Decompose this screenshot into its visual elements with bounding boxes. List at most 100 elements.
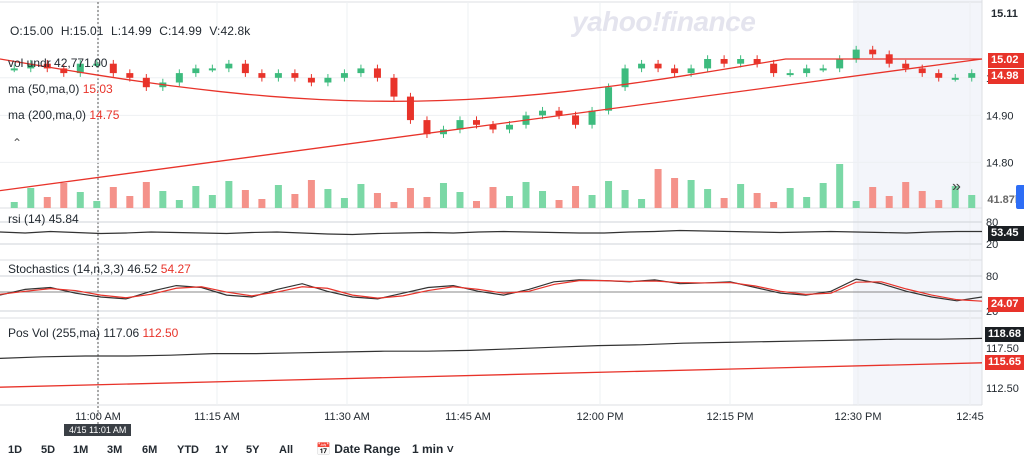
range-5y-button[interactable]: 5Y xyxy=(246,444,260,456)
candle-body xyxy=(605,87,613,111)
candle-body xyxy=(770,63,778,74)
range-1y-button[interactable]: 1Y xyxy=(215,444,229,456)
stoch-d-line xyxy=(0,280,983,302)
last-price-tag: 14.98 xyxy=(988,69,1024,84)
study-rsi-label: rsi (14) xyxy=(8,212,46,226)
volume-bar xyxy=(406,188,414,208)
volume-tag: 41.87k xyxy=(984,193,1024,208)
study-ma50-value: 15.03 xyxy=(82,82,113,96)
candle-body xyxy=(687,68,695,74)
date-range-button[interactable]: 📅 Date Range xyxy=(316,442,400,456)
volume-bar xyxy=(93,201,101,208)
study-posvol-a: 117.06 xyxy=(103,326,140,340)
volume-bar xyxy=(472,201,480,208)
volume-bar xyxy=(803,197,811,208)
range-ytd-button[interactable]: YTD xyxy=(177,444,199,456)
rsi-tick-label: 20 xyxy=(986,239,998,251)
volume-bar xyxy=(357,184,365,208)
candle-body xyxy=(555,110,563,116)
side-panel-handle[interactable] xyxy=(1016,185,1024,209)
candle-body xyxy=(704,59,712,69)
open-value: O:15.00 xyxy=(10,24,54,38)
candle-body xyxy=(803,68,811,74)
range-1d-button[interactable]: 1D xyxy=(8,444,23,456)
candle-body xyxy=(208,68,216,71)
candle-body xyxy=(869,49,877,55)
volume-bar xyxy=(390,202,398,208)
range-6m-button[interactable]: 6M xyxy=(142,444,158,456)
volume-bar xyxy=(836,164,844,208)
study-ma200-label: ma (200,ma,0) xyxy=(8,108,87,122)
candle-body xyxy=(109,63,117,74)
candle-body xyxy=(852,49,860,59)
chevron-up-icon[interactable]: ⌃ xyxy=(12,136,23,150)
candle-body xyxy=(258,73,266,78)
candle-body xyxy=(373,68,381,78)
x-tick-label: 11:00 AM xyxy=(75,411,121,423)
study-ma200-value: 14.75 xyxy=(89,108,120,122)
study-volume-label: vol undr xyxy=(8,56,51,70)
volume-bar xyxy=(175,200,183,208)
study-ma200[interactable]: ma (200,ma,0) 14.75 xyxy=(8,108,119,122)
study-volume[interactable]: vol undr 42,771.00 xyxy=(8,56,107,70)
volume-bar xyxy=(753,193,761,208)
volume-bar xyxy=(373,193,381,208)
volume-bar xyxy=(621,190,629,208)
candle-body xyxy=(126,73,134,78)
volume-bar xyxy=(588,195,596,208)
candle-body xyxy=(241,63,249,74)
candle-body xyxy=(588,110,596,125)
candle-body xyxy=(225,63,233,69)
candle-body xyxy=(340,73,348,78)
volume-bar xyxy=(638,199,646,208)
volume-bar xyxy=(291,194,299,208)
candle-body xyxy=(489,124,497,130)
candle-body xyxy=(175,73,183,83)
posvol-a-tag: 118.68 xyxy=(984,327,1024,342)
study-stochastics[interactable]: Stochastics (14,n,3,3) 46.52 54.27 xyxy=(8,262,191,276)
volume-bar xyxy=(258,199,266,208)
study-posvol[interactable]: Pos Vol (255,ma) 117.06 112.50 xyxy=(8,326,178,340)
posvol-tick-label: 112.50 xyxy=(986,383,1019,395)
range-1m-button[interactable]: 1M xyxy=(73,444,89,456)
volume-bar xyxy=(902,182,910,208)
x-tick-label: 11:45 AM xyxy=(445,411,491,423)
volume-bar xyxy=(192,186,200,208)
volume-bar xyxy=(935,200,943,208)
volume-bar xyxy=(208,195,216,208)
volume-bar xyxy=(225,181,233,208)
candle-body xyxy=(274,73,282,78)
interval-select[interactable]: 1 min ˅ xyxy=(412,442,454,456)
double-chevron-right-icon[interactable]: » xyxy=(952,178,961,195)
study-ma50[interactable]: ma (50,ma,0) 15.03 xyxy=(8,82,113,96)
candle-body xyxy=(819,68,827,71)
study-rsi[interactable]: rsi (14) 45.84 xyxy=(8,212,79,226)
volume-bar xyxy=(274,185,282,208)
rsi-tag: 53.45 xyxy=(988,226,1024,241)
candle-body xyxy=(918,68,926,74)
candle-body xyxy=(902,63,910,69)
volume-bar xyxy=(869,187,877,208)
x-tick-label: 12:45 xyxy=(956,411,984,423)
range-5d-button[interactable]: 5D xyxy=(41,444,56,456)
volume-bar xyxy=(340,198,348,208)
candle-body xyxy=(753,59,761,64)
study-stoch-label: Stochastics (14,n,3,3) xyxy=(8,262,125,276)
volume-bar xyxy=(555,200,563,208)
volume-bar xyxy=(572,186,580,208)
range-3m-button[interactable]: 3M xyxy=(107,444,123,456)
volume-bar xyxy=(951,186,959,208)
candle-body xyxy=(951,77,959,80)
stoch-k-line xyxy=(0,278,983,302)
volume-bar xyxy=(522,182,530,208)
volume-bar xyxy=(241,190,249,208)
candle-body xyxy=(93,63,101,66)
range-all-button[interactable]: All xyxy=(279,444,294,456)
volume-bar xyxy=(968,195,976,208)
crosshair-time-badge: 4/15 11:01 AM xyxy=(64,424,132,436)
candle-body xyxy=(506,124,514,130)
candle-body xyxy=(390,77,398,97)
volume-bar xyxy=(671,178,679,208)
candle-body xyxy=(76,63,84,74)
